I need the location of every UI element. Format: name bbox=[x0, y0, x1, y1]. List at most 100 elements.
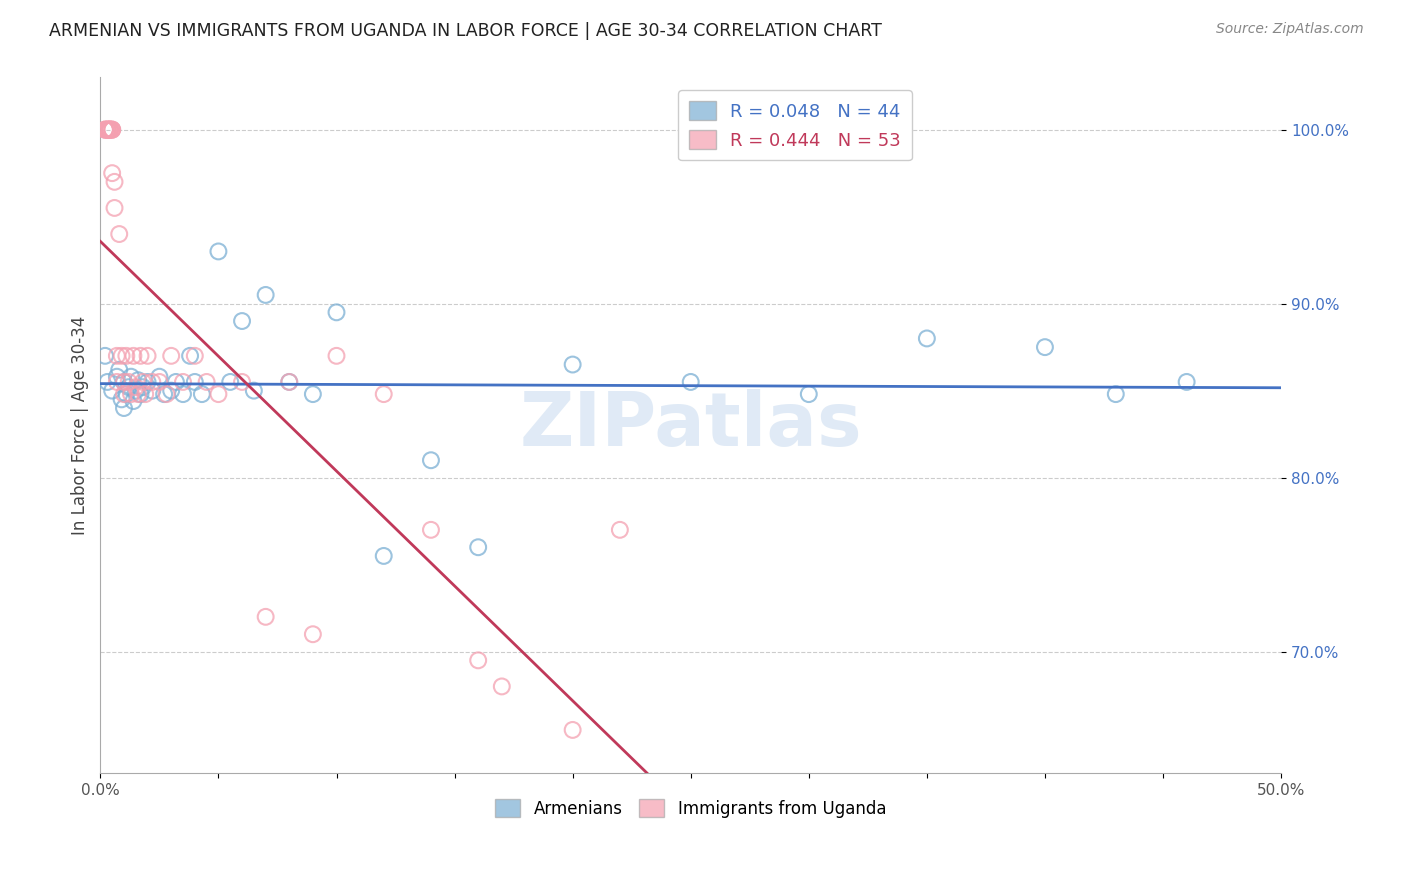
Point bbox=[101, 122, 124, 136]
Point bbox=[155, 387, 177, 401]
Point bbox=[96, 122, 118, 136]
Point bbox=[915, 331, 938, 345]
Point bbox=[96, 375, 118, 389]
Point bbox=[302, 627, 325, 641]
Point bbox=[110, 349, 132, 363]
Point bbox=[148, 375, 170, 389]
Point bbox=[118, 375, 141, 389]
Point bbox=[98, 122, 121, 136]
Point bbox=[122, 394, 145, 409]
Point bbox=[98, 122, 121, 136]
Point bbox=[184, 375, 207, 389]
Point bbox=[127, 387, 149, 401]
Point bbox=[467, 540, 489, 554]
Point bbox=[132, 380, 155, 394]
Point bbox=[231, 314, 253, 328]
Point bbox=[108, 227, 131, 241]
Point bbox=[467, 653, 489, 667]
Point bbox=[94, 122, 117, 136]
Point bbox=[122, 349, 145, 363]
Point bbox=[420, 453, 443, 467]
Point bbox=[108, 363, 131, 377]
Point bbox=[96, 122, 118, 136]
Point bbox=[561, 723, 583, 737]
Point bbox=[278, 375, 301, 389]
Point bbox=[153, 387, 176, 401]
Point bbox=[129, 349, 152, 363]
Point bbox=[179, 349, 201, 363]
Point bbox=[609, 523, 631, 537]
Point bbox=[325, 349, 347, 363]
Point bbox=[96, 122, 118, 136]
Point bbox=[561, 358, 583, 372]
Point bbox=[165, 375, 187, 389]
Point bbox=[172, 387, 194, 401]
Point bbox=[94, 122, 117, 136]
Point bbox=[132, 375, 155, 389]
Point bbox=[797, 387, 820, 401]
Point bbox=[278, 375, 301, 389]
Point bbox=[679, 375, 702, 389]
Point bbox=[1175, 375, 1198, 389]
Point bbox=[120, 387, 142, 401]
Point bbox=[373, 387, 395, 401]
Point bbox=[160, 349, 183, 363]
Point bbox=[136, 349, 159, 363]
Point bbox=[105, 375, 128, 389]
Point bbox=[207, 387, 229, 401]
Point bbox=[491, 680, 513, 694]
Y-axis label: In Labor Force | Age 30-34: In Labor Force | Age 30-34 bbox=[72, 316, 89, 535]
Point bbox=[219, 375, 242, 389]
Point bbox=[134, 387, 156, 401]
Point bbox=[184, 349, 207, 363]
Point bbox=[172, 375, 194, 389]
Point bbox=[141, 375, 163, 389]
Point bbox=[160, 384, 183, 398]
Text: ZIPatlas: ZIPatlas bbox=[519, 389, 862, 462]
Point bbox=[112, 375, 135, 389]
Point bbox=[103, 175, 125, 189]
Point bbox=[129, 387, 152, 401]
Point bbox=[98, 122, 121, 136]
Point bbox=[105, 369, 128, 384]
Point bbox=[136, 375, 159, 389]
Point bbox=[94, 122, 117, 136]
Point bbox=[94, 349, 117, 363]
Point bbox=[101, 122, 124, 136]
Point bbox=[101, 122, 124, 136]
Point bbox=[231, 375, 253, 389]
Point bbox=[141, 384, 163, 398]
Point bbox=[105, 349, 128, 363]
Point bbox=[207, 244, 229, 259]
Point bbox=[98, 122, 121, 136]
Point bbox=[195, 375, 218, 389]
Point bbox=[302, 387, 325, 401]
Point bbox=[101, 166, 124, 180]
Point bbox=[254, 288, 277, 302]
Point bbox=[115, 349, 138, 363]
Point bbox=[112, 387, 135, 401]
Point bbox=[243, 384, 266, 398]
Point bbox=[120, 369, 142, 384]
Point bbox=[1033, 340, 1056, 354]
Point bbox=[112, 401, 135, 415]
Point bbox=[110, 392, 132, 407]
Point bbox=[112, 375, 135, 389]
Point bbox=[125, 384, 148, 398]
Point bbox=[325, 305, 347, 319]
Point bbox=[96, 122, 118, 136]
Point bbox=[98, 122, 121, 136]
Point bbox=[101, 384, 124, 398]
Point bbox=[191, 387, 214, 401]
Point bbox=[125, 380, 148, 394]
Point bbox=[420, 523, 443, 537]
Point bbox=[103, 201, 125, 215]
Point bbox=[118, 380, 141, 394]
Point bbox=[373, 549, 395, 563]
Point bbox=[148, 369, 170, 384]
Point bbox=[1105, 387, 1128, 401]
Text: Source: ZipAtlas.com: Source: ZipAtlas.com bbox=[1216, 22, 1364, 37]
Point bbox=[127, 373, 149, 387]
Legend: Armenians, Immigrants from Uganda: Armenians, Immigrants from Uganda bbox=[489, 793, 893, 824]
Point bbox=[115, 387, 138, 401]
